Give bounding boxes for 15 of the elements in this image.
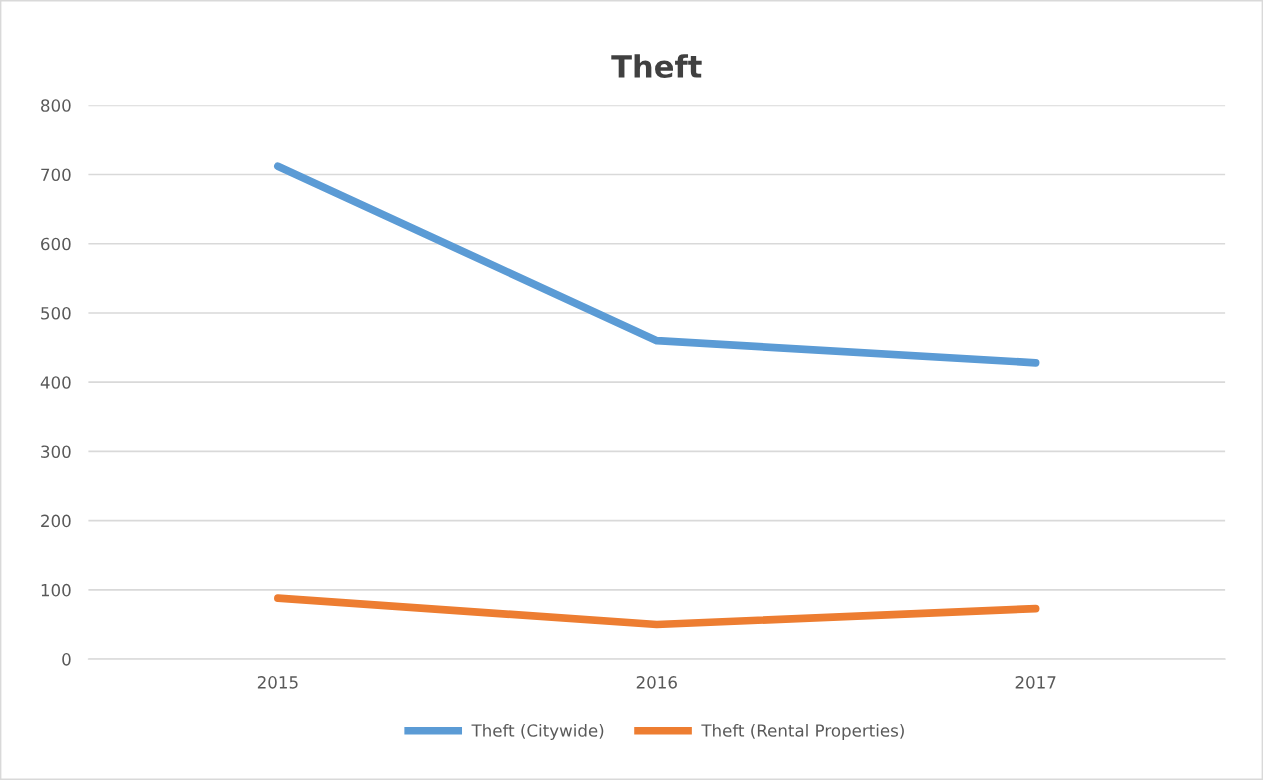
- y-tick-label: 600: [41, 237, 71, 251]
- legend-label: Theft (Rental Properties): [701, 723, 904, 741]
- legend-label: Theft (Citywide): [471, 723, 604, 741]
- y-tick-label: 100: [41, 583, 71, 597]
- x-tick-label: 2016: [636, 676, 677, 689]
- x-tick-label: 2015: [257, 676, 298, 689]
- y-tick-label: 800: [41, 99, 71, 112]
- y-tick-label: 300: [41, 445, 71, 458]
- chart-title: Theft: [611, 54, 702, 78]
- x-tick-label: 2017: [1015, 676, 1056, 689]
- y-tick-label: 400: [40, 376, 71, 389]
- y-tick-label: 0: [62, 653, 71, 666]
- y-tick-label: 500: [41, 306, 71, 320]
- y-tick-label: 700: [41, 168, 71, 182]
- y-tick-label: 200: [41, 514, 71, 528]
